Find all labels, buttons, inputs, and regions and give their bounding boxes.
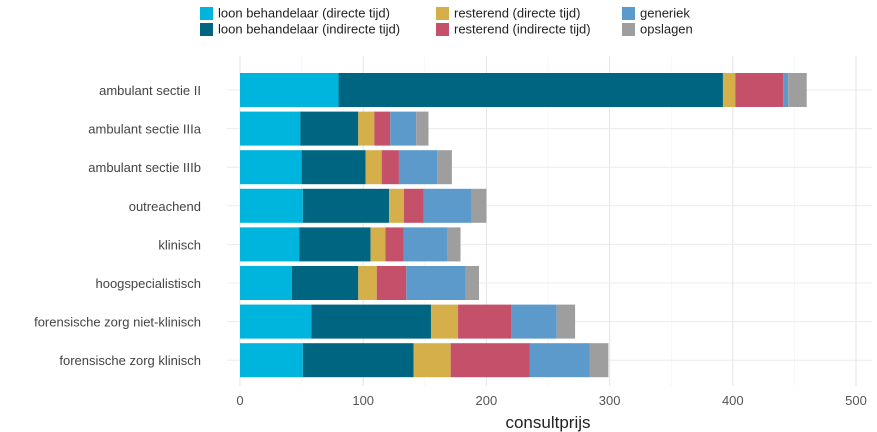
bar-segment: [722, 73, 736, 107]
bar-segment: [389, 188, 404, 223]
bar-segment: [302, 343, 414, 378]
legend-swatch: [200, 23, 213, 36]
bar-segment: [376, 266, 407, 300]
bar-segment: [446, 227, 461, 262]
bar-segment: [358, 111, 375, 146]
legend-label: loon behandelaar (indirecte tijd): [218, 22, 400, 37]
x-tick-label: 0: [236, 393, 243, 408]
bar-segment: [788, 73, 807, 107]
legend-swatch: [622, 23, 635, 36]
bar-segment: [783, 73, 789, 107]
bar-segment: [406, 266, 466, 300]
x-tick-label: 100: [352, 393, 374, 408]
bar-segment: [240, 304, 312, 339]
category-label: klinisch: [158, 237, 201, 252]
legend-label: loon behandelaar (directe tijd): [218, 6, 390, 21]
bar-segment: [423, 188, 472, 223]
category-label: forensische zorg niet-klinisch: [34, 315, 201, 330]
category-label: ambulant sectie II: [99, 83, 201, 98]
bar-segment: [358, 266, 377, 300]
bar-segment: [299, 227, 371, 262]
x-axis-title: consultprijs: [505, 413, 590, 432]
bar-segment: [240, 266, 292, 300]
bar-segment: [291, 266, 359, 300]
bar-segment: [511, 304, 557, 339]
category-label: forensische zorg klinisch: [59, 353, 201, 368]
legend-swatch: [200, 7, 213, 20]
category-label: ambulant sectie IIIa: [88, 122, 201, 137]
category-label: outreachend: [129, 199, 201, 214]
legend-swatch: [622, 7, 635, 20]
legend-label: resterend (directe tijd): [454, 6, 580, 21]
bar-segment: [390, 111, 417, 146]
bars: [240, 73, 807, 378]
bar-segment: [413, 343, 451, 378]
x-tick-label: 500: [845, 393, 867, 408]
bar-segment: [556, 304, 576, 339]
bar-segment: [240, 111, 301, 146]
x-tick-label: 200: [476, 393, 498, 408]
bar-segment: [416, 111, 429, 146]
bar-segment: [240, 227, 300, 262]
bar-segment: [240, 188, 303, 223]
bar-segment: [338, 73, 723, 107]
bar-segment: [301, 150, 366, 185]
legend: loon behandelaar (directe tijd)loon beha…: [200, 6, 693, 37]
bar-segment: [430, 304, 459, 339]
bar-segment: [403, 227, 447, 262]
bar-segment: [370, 227, 386, 262]
category-label: hoogspecialistisch: [95, 276, 201, 291]
bar-segment: [374, 111, 391, 146]
x-tick-label: 300: [599, 393, 621, 408]
bar-segment: [240, 73, 339, 107]
legend-label: opslagen: [640, 22, 693, 37]
bar-segment: [471, 188, 487, 223]
bar-segment: [302, 188, 390, 223]
legend-label: generiek: [640, 6, 690, 21]
legend-swatch: [436, 7, 449, 20]
bar-segment: [465, 266, 480, 300]
bar-segment: [589, 343, 609, 378]
bar-segment: [381, 150, 399, 185]
bar-segment: [311, 304, 431, 339]
x-tick-labels: 0 100 200 300 400 500: [236, 393, 866, 408]
bar-segment: [529, 343, 590, 378]
legend-swatch: [436, 23, 449, 36]
bar-segment: [300, 111, 359, 146]
bar-segment: [385, 227, 404, 262]
category-labels: ambulant sectie II ambulant sectie IIIa am…: [34, 83, 202, 368]
bar-segment: [437, 150, 452, 185]
bar-segment: [398, 150, 438, 185]
category-label: ambulant sectie IIIb: [88, 160, 201, 175]
bar-segment: [365, 150, 382, 185]
x-tick-label: 400: [722, 393, 744, 408]
bar-segment: [735, 73, 784, 107]
bar-segment: [240, 343, 303, 378]
bar-segment: [458, 304, 512, 339]
legend-label: resterend (indirecte tijd): [454, 22, 591, 37]
bar-segment: [403, 188, 424, 223]
bar-segment: [450, 343, 530, 378]
bar-segment: [240, 150, 302, 185]
